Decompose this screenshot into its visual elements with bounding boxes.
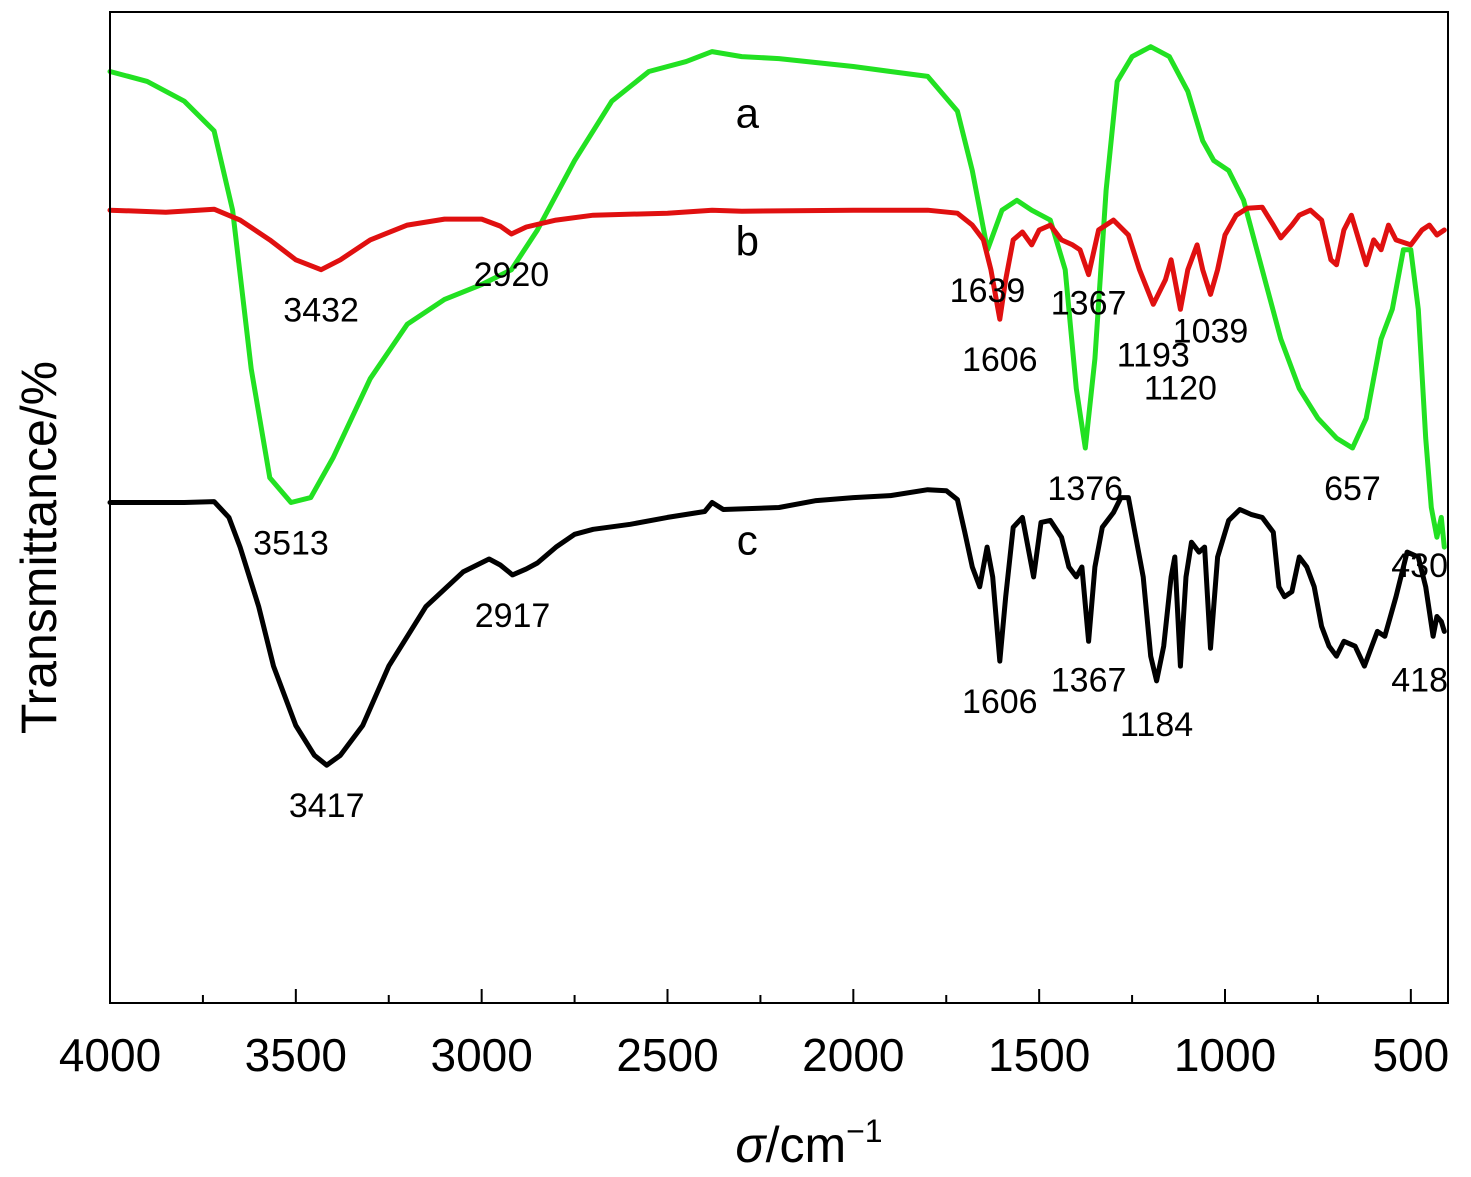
series-group xyxy=(107,44,1447,768)
x-tick-label: 2000 xyxy=(802,1029,904,1081)
peak-label-c: 3417 xyxy=(289,787,365,825)
peak-label-a: 1376 xyxy=(1047,470,1123,508)
x-tick-label: 1000 xyxy=(1174,1029,1276,1081)
x-tick-label: 1500 xyxy=(988,1029,1090,1081)
peak-label-b: 1039 xyxy=(1173,312,1249,350)
x-tick-label: 4000 xyxy=(59,1029,161,1081)
x-axis-symbol: σ xyxy=(735,1117,767,1173)
peak-label-c: 2917 xyxy=(475,597,551,635)
peak-label-c: 1606 xyxy=(962,683,1038,721)
series-name-label-a: a xyxy=(736,89,760,136)
plot-frame xyxy=(109,11,1449,1004)
peak-label-a: 430 xyxy=(1391,547,1448,585)
x-tick-label: 3000 xyxy=(430,1029,532,1081)
x-tick-group xyxy=(109,989,1412,1003)
x-axis-title: σ/cm−1 xyxy=(735,1113,882,1173)
peak-label-b: 1120 xyxy=(1144,369,1217,407)
x-axis-unit: /cm xyxy=(766,1117,847,1173)
x-axis-exponent: −1 xyxy=(846,1113,882,1149)
series-name-label-c: c xyxy=(737,516,758,563)
series-line-a xyxy=(107,44,1447,550)
peak-label-c: 418 xyxy=(1391,661,1448,699)
peak-label-a: 657 xyxy=(1324,470,1381,508)
peak-label-b: 2920 xyxy=(474,256,550,294)
x-tick-label: 500 xyxy=(1372,1029,1449,1081)
peak-label-a: 1639 xyxy=(950,272,1026,310)
series-name-label-b: b xyxy=(736,218,759,265)
peak-label-b: 1193 xyxy=(1117,336,1190,374)
peak-label-c: 1367 xyxy=(1051,661,1127,699)
y-axis-title: Transmittance/% xyxy=(11,361,67,734)
peak-label-b: 1367 xyxy=(1051,285,1127,323)
x-tick-label-group: 4000 3500 3000 2500 2000 1500 1000 500 xyxy=(59,1029,1449,1081)
peak-label-a: 3513 xyxy=(253,525,329,563)
peak-label-c: 1184 xyxy=(1120,706,1193,744)
series-line-b xyxy=(107,204,1447,322)
series-label-group: a b c xyxy=(736,89,760,563)
peak-label-b: 3432 xyxy=(283,292,359,330)
x-tick-label: 3500 xyxy=(245,1029,347,1081)
peak-label-b: 1606 xyxy=(962,341,1038,379)
series-line-c xyxy=(107,487,1447,768)
x-tick-label: 2500 xyxy=(616,1029,718,1081)
